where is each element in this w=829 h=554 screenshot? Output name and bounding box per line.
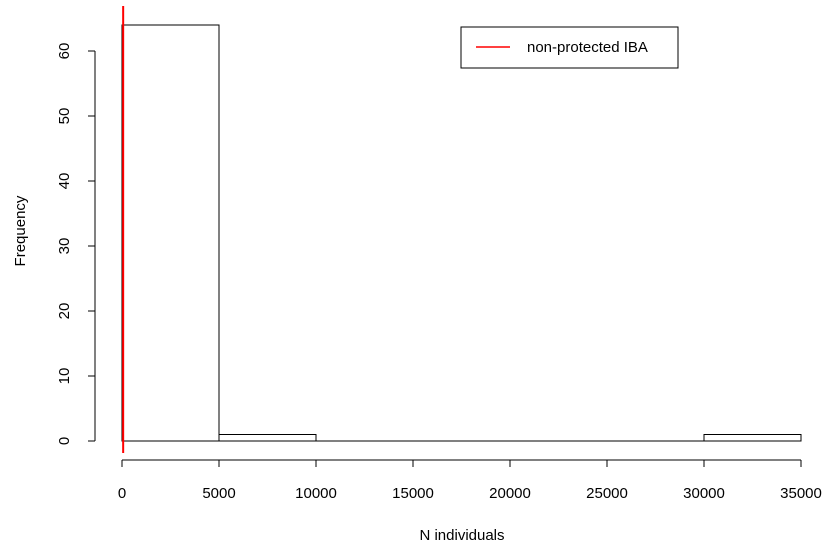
legend-label: non-protected IBA [527, 39, 648, 56]
x-tick-label: 20000 [489, 485, 531, 502]
y-axis: 0 10 20 30 40 50 60 [56, 43, 95, 446]
y-tick-label: 0 [56, 437, 73, 445]
y-axis-title: Frequency [12, 195, 29, 266]
x-axis-title: N individuals [419, 527, 504, 544]
x-tick-label: 10000 [295, 485, 337, 502]
y-tick-label: 60 [56, 43, 73, 60]
x-tick-label: 0 [118, 485, 126, 502]
y-tick-label: 20 [56, 303, 73, 320]
x-tick-label: 25000 [586, 485, 628, 502]
histogram-bar [704, 435, 801, 442]
y-tick-label: 50 [56, 108, 73, 125]
histogram-bar [219, 435, 316, 442]
y-tick-label: 10 [56, 368, 73, 385]
x-axis: 0 5000 10000 15000 20000 25000 30000 35000 [118, 460, 822, 502]
x-tick-label: 15000 [392, 485, 434, 502]
histogram-bar [122, 25, 219, 441]
legend: non-protected IBA [461, 27, 678, 68]
histogram-bars [122, 25, 801, 441]
x-tick-label: 30000 [683, 485, 725, 502]
y-tick-label: 40 [56, 173, 73, 190]
y-tick-label: 30 [56, 238, 73, 255]
x-tick-label: 5000 [202, 485, 235, 502]
x-tick-label: 35000 [780, 485, 822, 502]
